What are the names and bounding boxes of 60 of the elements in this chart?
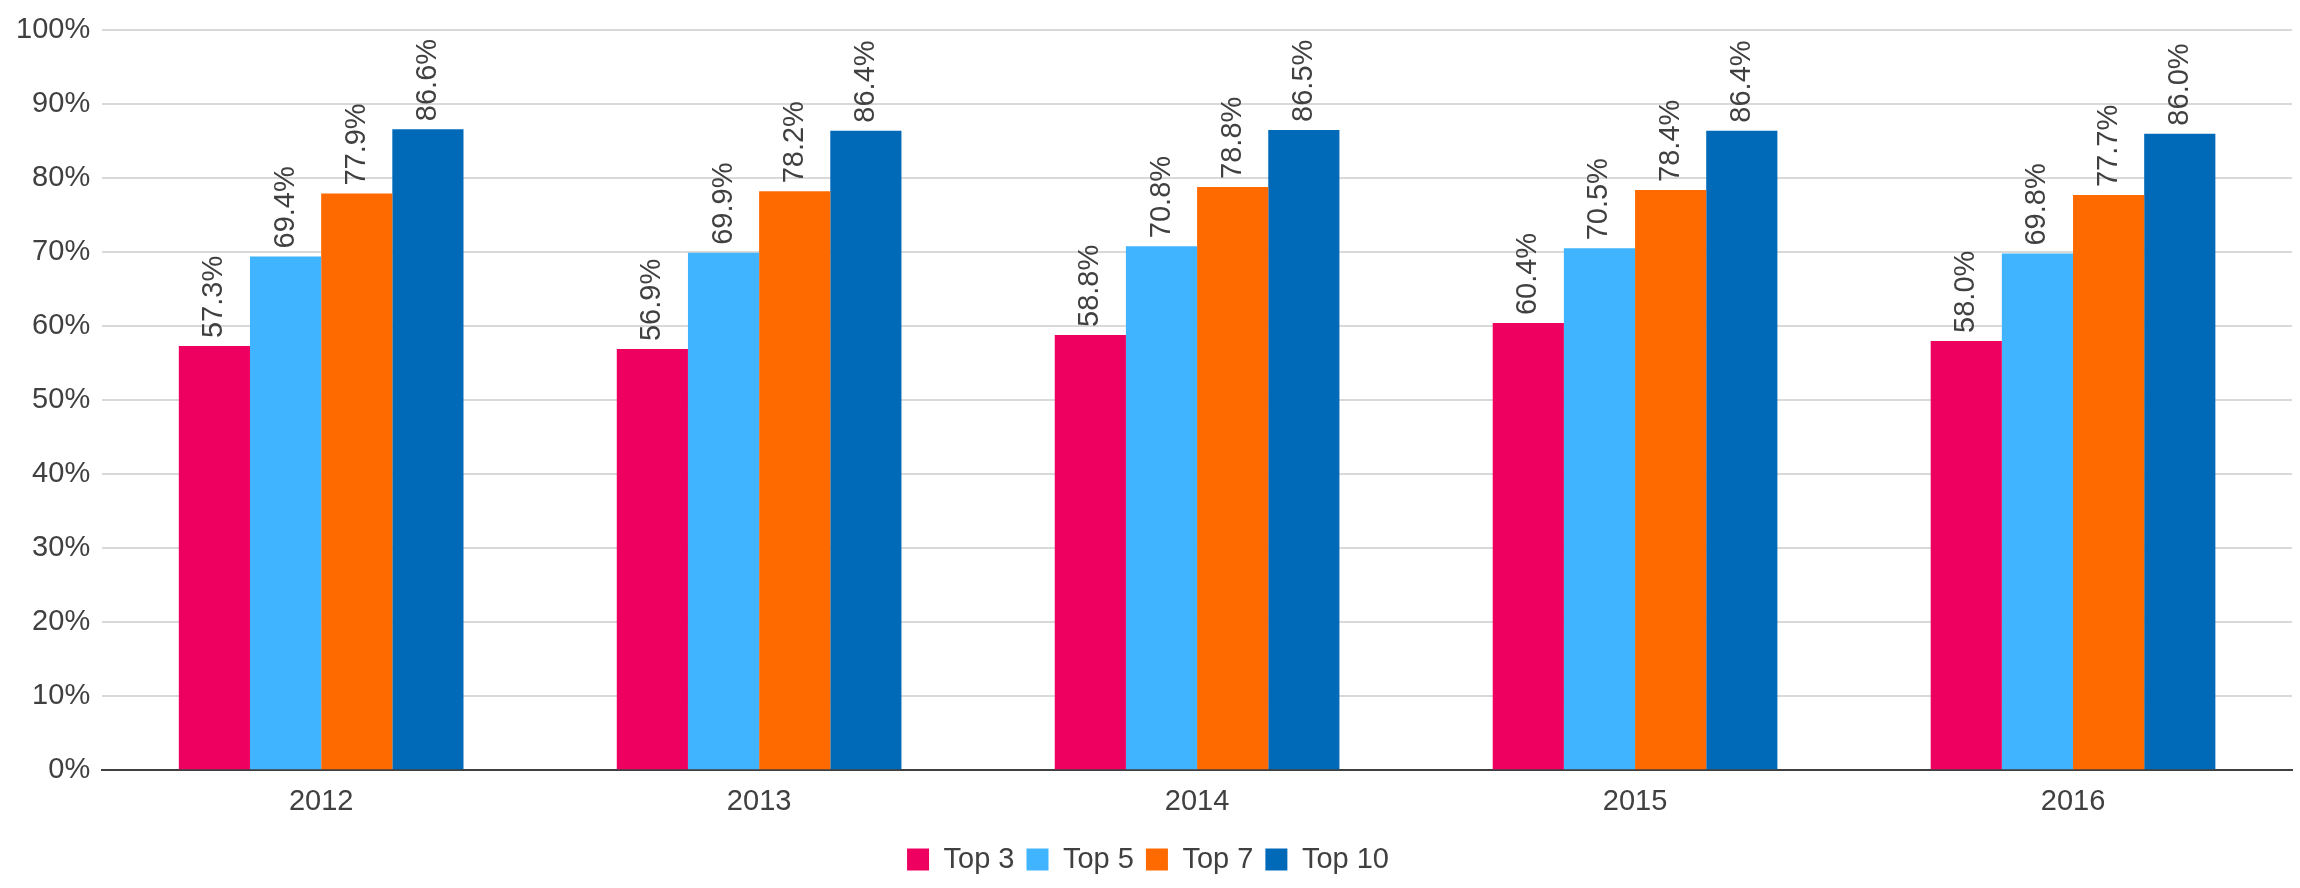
data-label: 78.4%: [1652, 99, 1685, 182]
y-tick-label: 10%: [32, 678, 91, 711]
data-label: 86.5%: [1285, 39, 1318, 122]
bar: [1268, 129, 1340, 770]
data-label: 70.8%: [1143, 155, 1176, 239]
bar: [1563, 248, 1636, 770]
bar: [2144, 133, 2216, 770]
bar: [759, 191, 831, 770]
y-tick-label: 90%: [32, 86, 91, 119]
bar: [2073, 195, 2145, 770]
bar: [1706, 130, 1778, 770]
bar: [1125, 246, 1198, 770]
data-label: 57.3%: [196, 255, 229, 339]
y-tick-label: 100%: [16, 12, 91, 44]
bar: [1054, 334, 1126, 770]
y-tick-label: 50%: [32, 382, 91, 415]
bar: [616, 349, 688, 770]
bar: [687, 252, 760, 770]
y-tick-label: 70%: [32, 234, 91, 267]
data-label: 56.9%: [634, 258, 667, 342]
data-label: 58.8%: [1072, 244, 1105, 327]
bar: [2001, 253, 2074, 770]
data-label: 86.0%: [2161, 43, 2194, 126]
data-label: 70.5%: [1581, 158, 1614, 241]
bar: [830, 130, 902, 770]
bar: [1635, 189, 1707, 770]
legend-label: Top 10: [1301, 841, 1389, 874]
y-tick-label: 40%: [32, 456, 91, 489]
y-tick-label: 60%: [32, 308, 91, 341]
data-label: 69.9%: [705, 162, 738, 245]
x-tick-label: 2013: [726, 783, 792, 816]
data-label: 69.4%: [267, 166, 300, 249]
data-label: 77.9%: [338, 103, 371, 186]
y-tick-label: 0%: [48, 752, 91, 785]
y-tick-label: 30%: [32, 530, 91, 563]
bar: [249, 256, 322, 770]
data-label: 58.0%: [1948, 250, 1981, 333]
legend-label: Top 5: [1062, 841, 1134, 874]
data-label: 77.7%: [2090, 104, 2123, 188]
data-label: 86.4%: [847, 40, 880, 123]
y-tick-label: 80%: [32, 160, 91, 193]
y-tick-label: 20%: [32, 604, 91, 637]
data-label: 78.2%: [776, 101, 809, 184]
data-label: 69.8%: [2019, 163, 2052, 246]
bar: [1930, 340, 2002, 770]
x-tick-label: 2012: [288, 783, 354, 816]
legend-label: Top 3: [943, 841, 1015, 874]
data-label: 78.8%: [1214, 96, 1247, 179]
bar: [178, 346, 250, 770]
x-tick-label: 2016: [2040, 783, 2106, 816]
x-tick-label: 2014: [1164, 783, 1230, 816]
bar: [1197, 186, 1269, 770]
bar: [1492, 323, 1564, 770]
data-label: 86.4%: [1723, 40, 1756, 123]
bar: [392, 129, 464, 770]
data-label: 86.6%: [409, 38, 442, 122]
x-tick-label: 2015: [1602, 783, 1668, 816]
legend-label: Top 7: [1182, 841, 1254, 874]
bar: [321, 193, 393, 770]
data-label: 60.4%: [1510, 232, 1543, 316]
